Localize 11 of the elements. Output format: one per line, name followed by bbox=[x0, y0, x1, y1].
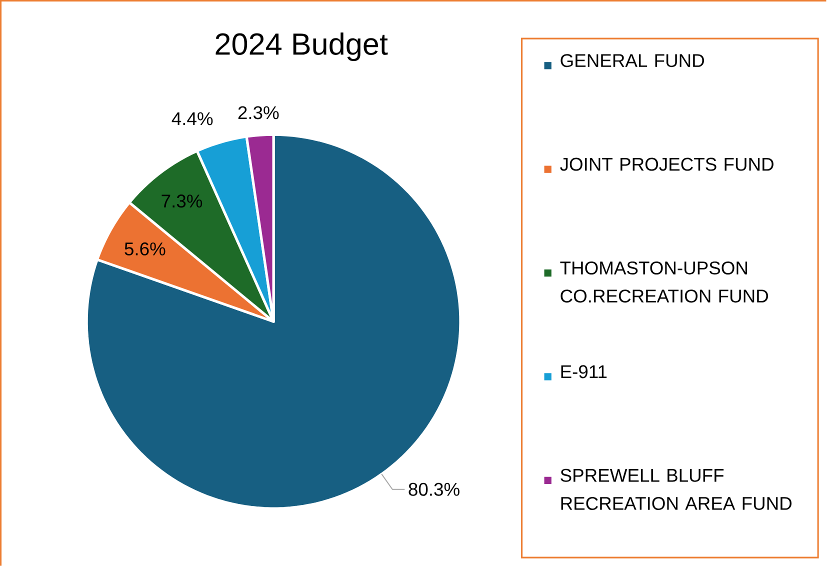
data-label: 7.3% bbox=[162, 194, 202, 208]
legend-label: THOMASTON-UPSON CO.RECREATION FUND bbox=[560, 261, 768, 302]
data-label: 4.4% bbox=[172, 112, 213, 125]
legend-label: SPREWELL BLUFF RECREATION AREA FUND bbox=[560, 468, 792, 510]
legend-label: E-911 bbox=[561, 364, 607, 378]
legend-label: JOINT PROJECTS FUND bbox=[560, 158, 774, 171]
data-label: 80.3% bbox=[408, 482, 460, 496]
data-label: 5.6% bbox=[124, 242, 166, 256]
chart-title: 2024 Budget bbox=[216, 32, 388, 61]
legend-label: GENERAL FUND bbox=[560, 54, 704, 67]
data-label: 2.3% bbox=[238, 106, 279, 119]
